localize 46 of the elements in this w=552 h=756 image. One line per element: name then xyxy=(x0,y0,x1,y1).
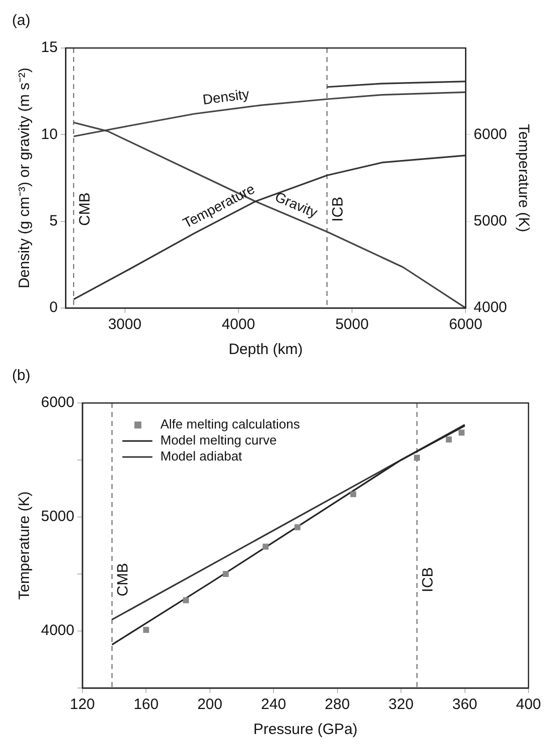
y-tick-label: 4000 xyxy=(40,622,74,640)
x-axis-title: Pressure (GPa) xyxy=(253,721,358,738)
point xyxy=(414,454,420,461)
y-tick-label: 5 xyxy=(49,212,58,230)
y-axis-title: Temperature (K) xyxy=(16,491,34,600)
point xyxy=(458,430,465,436)
point xyxy=(222,571,229,577)
x-tick-label: 120 xyxy=(70,696,95,714)
ref-line-label: CMB xyxy=(114,563,132,596)
y-axis-title: Density (g cm⁻³) or gravity (m s⁻²) xyxy=(16,68,34,288)
x-tick-label: 5000 xyxy=(335,316,369,334)
chart-title: (a) xyxy=(12,12,30,30)
x-tick-label: 360 xyxy=(452,696,478,714)
y2-tick-label: 4000 xyxy=(474,299,508,316)
x-tick-label: 160 xyxy=(134,696,159,714)
y2-tick-label: 6000 xyxy=(474,126,508,143)
legend-label: Model adiabat xyxy=(160,448,242,464)
chart-title: (b) xyxy=(12,367,30,384)
y-tick-label: 5000 xyxy=(40,508,74,526)
x-tick-label: 400 xyxy=(516,696,541,714)
x-tick-label: 240 xyxy=(261,696,286,714)
x-tick-label: 4000 xyxy=(222,316,256,334)
x-tick-label: 3000 xyxy=(108,316,142,334)
point xyxy=(294,524,300,530)
point xyxy=(350,491,356,498)
y-tick-label: 0 xyxy=(49,299,58,316)
y-tick-label: 6000 xyxy=(40,394,74,412)
ref-line-label: CMB xyxy=(76,192,94,226)
y-tick-label: 10 xyxy=(40,126,58,143)
legend-label: Model melting curve xyxy=(160,432,277,448)
x-tick-label: 320 xyxy=(388,696,414,714)
y2-tick-label: 5000 xyxy=(474,212,508,230)
point xyxy=(182,597,189,604)
x-tick-label: 6000 xyxy=(448,316,482,334)
x-tick-label: 280 xyxy=(324,696,350,714)
point xyxy=(143,626,150,633)
x-tick-label: 200 xyxy=(197,696,222,714)
y-tick-label: 15 xyxy=(40,39,58,56)
x-axis-title: Depth (km) xyxy=(228,341,303,358)
y2-axis-title: Temperature (K) xyxy=(514,124,532,232)
text: Density xyxy=(202,86,250,108)
legend-label: Alfe melting calculations xyxy=(160,416,300,432)
point xyxy=(446,436,452,442)
ref-line-label: ICB xyxy=(420,567,437,592)
point xyxy=(262,544,269,550)
ref-line-label: ICB xyxy=(330,196,347,222)
